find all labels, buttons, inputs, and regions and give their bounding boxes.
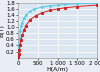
Electrosion cutting	[49, 5, 50, 6]
Line: Punching and cutting: Punching and cutting	[17, 4, 98, 58]
Electrosion cutting	[29, 11, 30, 12]
Line: Electrosion cutting: Electrosion cutting	[17, 3, 98, 58]
Electrosion cutting	[77, 3, 78, 4]
Punching and cutting	[22, 35, 23, 36]
X-axis label: H(A/m): H(A/m)	[46, 67, 68, 72]
Electrosion cutting	[65, 4, 66, 5]
Electrosion cutting	[21, 22, 23, 23]
Punching and cutting	[49, 10, 50, 11]
Punching and cutting	[57, 8, 58, 9]
Punching and cutting	[19, 50, 20, 51]
Y-axis label: B(T): B(T)	[0, 24, 5, 37]
Electrosion cutting	[19, 37, 20, 38]
Electrosion cutting	[41, 7, 42, 8]
Electrosion cutting	[96, 3, 98, 4]
Punching and cutting	[29, 19, 30, 20]
Electrosion cutting	[18, 44, 20, 45]
Electrosion cutting	[18, 50, 19, 51]
Punching and cutting	[18, 53, 19, 54]
Electrosion cutting	[33, 9, 34, 10]
Electrosion cutting	[23, 18, 24, 19]
Punching and cutting	[41, 12, 42, 13]
Electrosion cutting	[17, 57, 19, 58]
Punching and cutting	[65, 7, 66, 8]
Punching and cutting	[18, 55, 19, 56]
Punching and cutting	[20, 45, 21, 46]
Punching and cutting	[17, 57, 19, 58]
Punching and cutting	[77, 6, 78, 7]
Punching and cutting	[35, 15, 36, 16]
Punching and cutting	[25, 25, 26, 26]
Electrosion cutting	[20, 30, 21, 31]
Punching and cutting	[23, 30, 24, 31]
Electrosion cutting	[18, 54, 19, 55]
